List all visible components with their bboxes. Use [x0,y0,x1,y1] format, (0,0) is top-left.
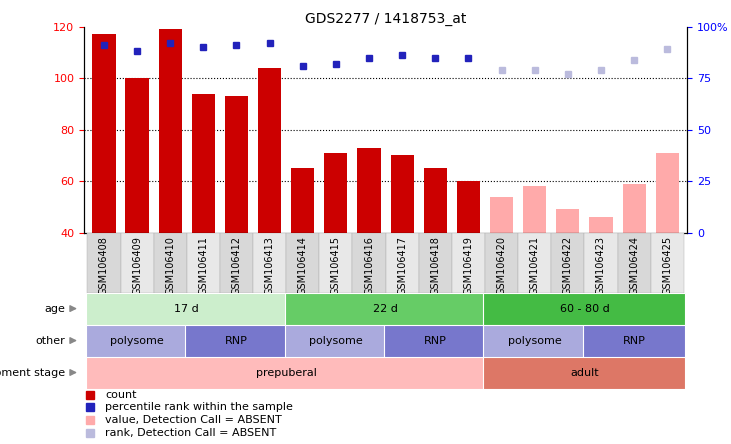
Text: prepuberal: prepuberal [256,368,317,377]
Text: count: count [105,390,137,400]
Text: GSM106415: GSM106415 [331,236,341,295]
Text: GSM106416: GSM106416 [364,236,374,294]
Bar [185,325,288,357]
Bar [357,148,381,233]
Bar [92,34,115,233]
Bar [483,325,586,357]
Text: value, Detection Call = ABSENT: value, Detection Call = ABSENT [105,415,282,425]
Bar [154,233,187,293]
Bar [551,233,584,293]
Text: 60 - 80 d: 60 - 80 d [559,304,610,313]
Text: GSM106418: GSM106418 [431,236,440,294]
Bar [386,233,419,293]
Text: GSM106424: GSM106424 [629,236,639,295]
Bar [584,233,618,293]
Bar [284,293,487,325]
Text: GSM106408: GSM106408 [99,236,109,294]
Bar [452,233,485,293]
Bar [287,233,319,293]
Text: development stage: development stage [0,368,66,377]
Text: RNP: RNP [424,336,447,345]
Bar [187,233,220,293]
Bar [291,168,314,233]
Bar [384,325,487,357]
Text: GSM106422: GSM106422 [563,236,573,295]
Bar [490,197,513,233]
Bar [126,78,148,233]
Text: GSM106421: GSM106421 [530,236,539,295]
Text: 22 d: 22 d [373,304,398,313]
Bar [225,96,248,233]
Bar [424,168,447,233]
Text: GSM106420: GSM106420 [496,236,507,295]
Bar [656,153,679,233]
Bar [618,233,651,293]
Text: GSM106411: GSM106411 [198,236,208,294]
Text: GSM106419: GSM106419 [463,236,474,294]
Text: 17 d: 17 d [175,304,199,313]
Text: GSM106409: GSM106409 [132,236,142,294]
Bar [159,29,182,233]
Text: rank, Detection Call = ABSENT: rank, Detection Call = ABSENT [105,428,276,438]
Text: GSM106425: GSM106425 [662,236,673,295]
Text: GSM106413: GSM106413 [265,236,275,294]
Text: GSM106417: GSM106417 [397,236,407,295]
Text: RNP: RNP [623,336,645,345]
Bar [192,94,215,233]
Bar [121,233,154,293]
Bar [86,293,288,325]
Text: GSM106423: GSM106423 [596,236,606,295]
Bar [523,186,546,233]
Bar [86,325,189,357]
Bar [253,233,287,293]
Bar [86,357,487,388]
Text: RNP: RNP [225,336,248,345]
Bar [623,184,645,233]
Bar [518,233,551,293]
Bar [556,210,580,233]
Bar [258,68,281,233]
Bar [352,233,386,293]
Bar [319,233,352,293]
Text: percentile rank within the sample: percentile rank within the sample [105,402,293,412]
Bar [220,233,253,293]
Text: other: other [36,336,66,345]
Bar [284,325,387,357]
Text: GSM106412: GSM106412 [232,236,241,295]
Text: polysome: polysome [309,336,363,345]
Bar [589,217,613,233]
Bar [485,233,518,293]
Title: GDS2277 / 1418753_at: GDS2277 / 1418753_at [305,12,466,26]
Bar [88,233,121,293]
Text: polysome: polysome [508,336,561,345]
Text: GSM106414: GSM106414 [298,236,308,294]
Bar [419,233,452,293]
Bar [483,357,686,388]
Bar [483,293,686,325]
Bar [457,181,480,233]
Text: adult: adult [570,368,599,377]
Text: GSM106410: GSM106410 [165,236,175,294]
Text: age: age [45,304,66,313]
Bar [325,153,347,233]
Bar [651,233,683,293]
Bar [390,155,414,233]
Text: polysome: polysome [110,336,164,345]
Bar [583,325,686,357]
